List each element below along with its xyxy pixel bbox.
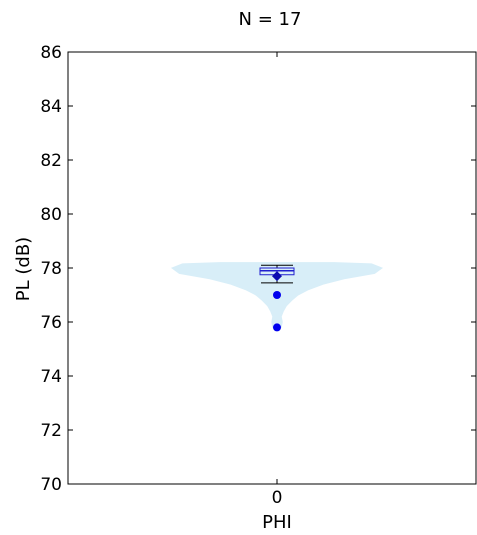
violin-group xyxy=(170,262,384,332)
y-tick-label: 70 xyxy=(40,475,62,495)
y-tick-label: 76 xyxy=(40,313,62,333)
outlier-points xyxy=(273,291,281,332)
outlier-point xyxy=(273,323,281,332)
y-tick-label: 72 xyxy=(40,421,62,441)
y-tick-label: 78 xyxy=(40,259,62,279)
mean-marker xyxy=(272,271,282,282)
chart-title: N = 17 xyxy=(239,9,302,30)
y-tick-label: 84 xyxy=(40,97,62,117)
x-tick-label: 0 xyxy=(272,488,283,508)
y-tick-label: 86 xyxy=(40,43,62,63)
x-axis-ticks: 0 xyxy=(272,52,283,508)
plot-area: 70 72 74 76 78 80 82 84 86 0 xyxy=(40,43,477,508)
y-tick-label: 80 xyxy=(40,205,62,225)
y-tick-label: 74 xyxy=(40,367,62,387)
outlier-point xyxy=(273,291,281,299)
y-tick-label: 82 xyxy=(40,151,62,171)
y-axis-label: PL (dB) xyxy=(13,237,34,301)
x-axis-label: PHI xyxy=(262,512,292,533)
y-axis-ticks: 70 72 74 76 78 80 82 84 86 xyxy=(40,43,476,495)
